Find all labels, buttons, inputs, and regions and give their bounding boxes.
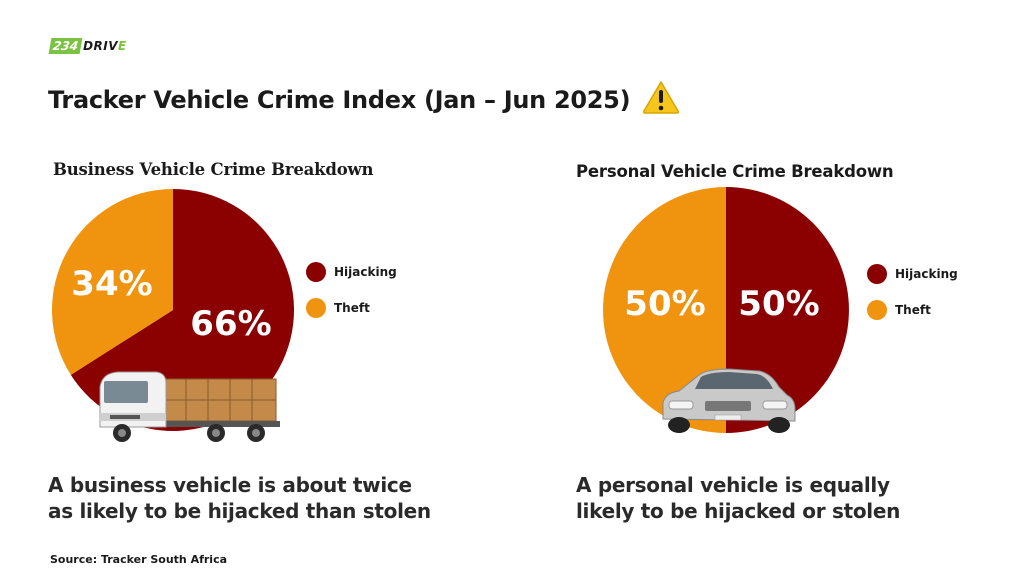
logo-word-main: DRIV xyxy=(83,39,119,53)
legend-label-theft: Theft xyxy=(334,301,370,315)
personal-legend: Hijacking Theft xyxy=(867,256,958,328)
page-title-text: Tracker Vehicle Crime Index (Jan – Jun 2… xyxy=(48,86,631,114)
business-legend: Hijacking Theft xyxy=(306,254,397,326)
business-pie-slices xyxy=(52,189,294,431)
legend-label-hijacking: Hijacking xyxy=(895,267,958,281)
source-note: Source: Tracker South Africa xyxy=(50,553,228,566)
hijacking-swatch xyxy=(306,262,326,282)
warning-icon xyxy=(643,81,680,114)
business-caption: A business vehicle is about twice as lik… xyxy=(48,472,488,524)
business-hijacking-value-label: 66% xyxy=(190,304,271,344)
business-chart-title: Business Vehicle Crime Breakdown xyxy=(53,160,374,179)
theft-swatch xyxy=(306,298,326,318)
personal-caption-line-1: A personal vehicle is equally xyxy=(576,473,890,497)
legend-label-hijacking: Hijacking xyxy=(334,265,397,279)
logo-number: 234 xyxy=(48,38,83,54)
legend-item-theft: Theft xyxy=(306,290,397,326)
personal-caption-line-2: likely to be hijacked or stolen xyxy=(576,499,901,523)
personal-theft-value-label: 50% xyxy=(624,284,705,324)
legend-item-hijacking: Hijacking xyxy=(306,254,397,290)
logo-word-end: E xyxy=(118,39,127,53)
truck-icon xyxy=(99,371,280,442)
pie-slice-hijacking xyxy=(70,189,294,431)
legend-label-theft: Theft xyxy=(895,303,931,317)
business-caption-line-2: as likely to be hijacked than stolen xyxy=(48,499,431,523)
theft-swatch xyxy=(867,300,887,320)
logo-word: DRIVE xyxy=(83,38,127,54)
business-pie-chart: 66% 34% xyxy=(52,189,294,442)
page-title: Tracker Vehicle Crime Index (Jan – Jun 2… xyxy=(48,80,680,114)
business-caption-line-1: A business vehicle is about twice xyxy=(48,473,412,497)
legend-item-hijacking: Hijacking xyxy=(867,256,958,292)
personal-pie-chart: 50% 50% xyxy=(603,187,849,433)
personal-hijacking-value-label: 50% xyxy=(738,284,819,324)
car-icon xyxy=(662,368,796,433)
hijacking-swatch xyxy=(867,264,887,284)
personal-chart-title: Personal Vehicle Crime Breakdown xyxy=(576,162,894,181)
brand-logo: 234 DRIVE xyxy=(48,38,127,54)
business-theft-value-label: 34% xyxy=(71,264,152,304)
pie-slice-theft xyxy=(603,187,726,433)
legend-item-theft: Theft xyxy=(867,292,958,328)
personal-caption: A personal vehicle is equally likely to … xyxy=(576,472,996,524)
pie-slice-theft xyxy=(52,189,173,375)
